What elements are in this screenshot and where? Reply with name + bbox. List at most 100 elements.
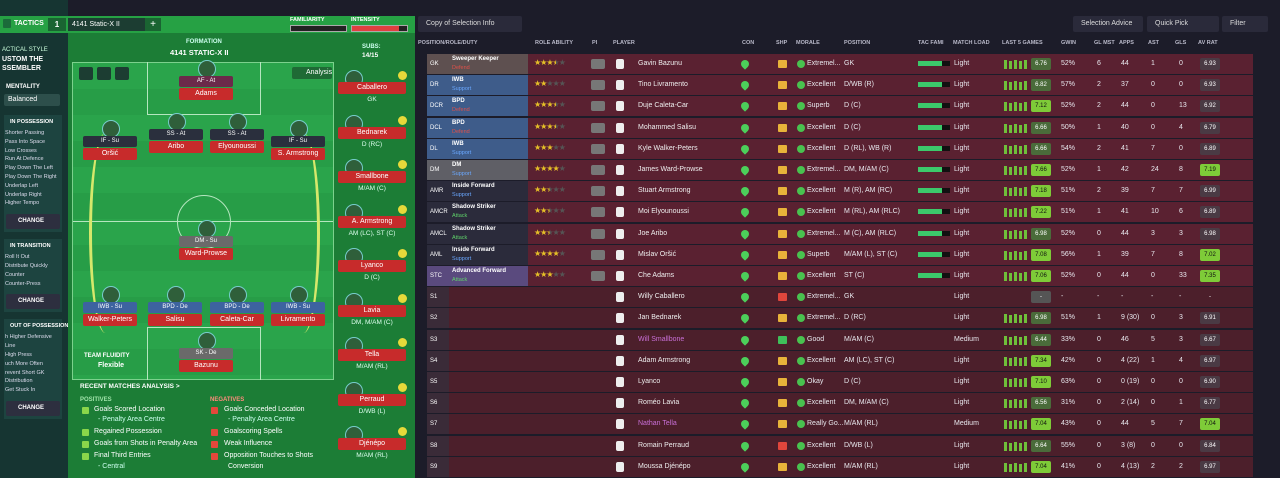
add-tactic[interactable]: + <box>145 18 161 31</box>
table-row[interactable]: AMR Inside Forward Support ★★★★★ Stuart Arms… <box>427 181 1253 202</box>
player-name[interactable]: S. Armstrong <box>271 148 325 160</box>
intensity-bar <box>351 25 408 32</box>
ast: 0 <box>1151 314 1155 322</box>
gwin: 42% <box>1061 356 1076 364</box>
quick-pick[interactable]: Quick Pick <box>1147 16 1219 32</box>
table-row[interactable]: DR IWB Support ★★★★★ Tino Livramento Excellen… <box>427 75 1253 96</box>
section-title: IN POSSESSION <box>10 119 54 125</box>
apps: 41 <box>1121 144 1129 152</box>
table-row[interactable]: STC Advanced Forward Attack ★★★★★ Che Adams E… <box>427 266 1253 286</box>
table-row[interactable]: AML Inside Forward Support ★★★★★ Mislav Orši… <box>427 244 1253 265</box>
column-header: ROLE ABILITY <box>535 40 573 46</box>
table-row[interactable]: S3 Will Smallbone Good M/AM (C) Medium 6.44 33… <box>427 329 1253 350</box>
player-name[interactable]: Elyounoussi <box>210 141 264 153</box>
star: ★ <box>534 227 541 237</box>
sub-name[interactable]: Lavia <box>338 304 406 317</box>
morale: Excellent <box>807 272 836 279</box>
filter[interactable]: Filter <box>1222 16 1268 32</box>
player-name[interactable]: Caleta-Car <box>210 314 264 326</box>
sub-name[interactable]: Djénépo <box>338 438 406 450</box>
view-select[interactable]: Copy of Selection Info <box>418 16 522 32</box>
slot-cell: S6 <box>427 393 449 414</box>
star: ★ <box>558 185 566 195</box>
morale-icon <box>797 123 805 132</box>
table-row[interactable]: S6 Roméo Lavia Excellent DM, M/AM (C) Light 6… <box>427 393 1253 414</box>
table-row[interactable]: S5 Lyanco Okay D (C) Light 7.10 63% 0 0 (19) 0 0 6.… <box>427 372 1253 392</box>
apps: 46 <box>1121 335 1129 343</box>
player: Moussa Djénépo <box>638 462 691 470</box>
morale: Excellent <box>807 356 836 364</box>
advice-button[interactable]: Selection Advice <box>1073 16 1143 32</box>
player-name[interactable]: Oršić <box>83 148 137 160</box>
gls: 3 <box>1179 229 1183 237</box>
form-bar <box>1014 378 1017 387</box>
table-row[interactable]: AMCL Shadow Striker Attack ★★★★★ Joe Aribo Ex… <box>427 223 1253 244</box>
morale: Extremel... <box>807 229 841 237</box>
player: Gavin Bazunu <box>638 60 682 67</box>
slot: S8 <box>430 442 438 449</box>
role-name: BPD <box>452 98 465 105</box>
duty: Defend <box>452 128 470 135</box>
column-header: SHP <box>776 40 788 46</box>
player-name[interactable]: Bazunu <box>179 360 233 372</box>
condition <box>739 376 751 388</box>
ast: 1 <box>1151 356 1155 364</box>
instruction: Run At Defence <box>5 156 44 163</box>
role-name: Sweeper Keeper <box>452 56 499 62</box>
player-name[interactable]: Adams <box>179 88 233 100</box>
table-row[interactable]: AMCR Shadow Striker Attack ★★★★★ Moi Elyouno… <box>427 202 1253 223</box>
thumb-down <box>211 453 218 460</box>
sub-name[interactable]: Perraud <box>338 393 406 406</box>
player-name[interactable]: Ward-Prowse <box>179 248 233 260</box>
match-load: Light <box>954 144 970 152</box>
form-box: 7.06 <box>1031 270 1051 282</box>
table-row[interactable]: S8 Romain Perraud Excellent D/WB (L) Light 6.… <box>427 435 1253 456</box>
sub-name[interactable]: Lyanco <box>338 260 406 272</box>
table-row[interactable]: DCR BPD Defend ★★★★★ Duje Caleta-Car Superb D … <box>427 96 1253 117</box>
morale: Excellent <box>807 123 836 131</box>
morale: Really Go... <box>807 420 844 428</box>
sub-name[interactable]: Tella <box>338 349 406 361</box>
form-box: 7.66 <box>1031 164 1051 176</box>
table-row[interactable]: S9 Moussa Djénépo Excellent M/AM (RL) Light 7… <box>427 456 1253 477</box>
player-shirt-icon <box>616 228 624 239</box>
table-row[interactable]: S2 Jan Bednarek Extremel... D (RC) Light 6.98… <box>427 308 1253 329</box>
table-row[interactable]: DCL BPD Defend ★★★★★ Mohammed Salisu Excellen… <box>427 117 1253 138</box>
table-row[interactable]: S7 Nathan Tella Really Go... M/AM (RL) Mediu… <box>427 414 1253 435</box>
table-row[interactable]: DL IWB Support ★★★★★ Kyle Walker-Peters Excel… <box>427 138 1253 159</box>
form-bar <box>1019 251 1022 260</box>
gl-mst: 1 <box>1097 123 1101 131</box>
sharpness <box>778 229 787 238</box>
form-bar <box>1019 124 1022 133</box>
player-name[interactable]: Livramento <box>271 314 325 326</box>
player-name[interactable]: Walker-Peters <box>83 314 137 326</box>
column-header: AV RAT <box>1198 40 1218 46</box>
style-label: ACTICAL STYLE <box>2 47 48 53</box>
penalty-box <box>147 62 261 115</box>
change-button[interactable]: CHANGE <box>6 294 60 310</box>
analysis-button[interactable]: Analysis <box>292 67 332 79</box>
sub-name[interactable]: Caballero <box>338 82 406 94</box>
table-row[interactable]: GK Sweeper Keeper Defend ★★★★★ Gavin Bazunu E… <box>427 54 1253 74</box>
player: Adam Armstrong <box>638 356 691 364</box>
change-button[interactable]: CHANGE <box>6 400 60 416</box>
table-row[interactable]: DM DM Support ★★★★★ James Ward-Prowse Extreme… <box>427 160 1253 180</box>
sub-name[interactable]: A. Armstrong <box>338 215 406 228</box>
sub-name[interactable]: Bednarek <box>338 126 406 139</box>
change-button[interactable]: CHANGE <box>6 214 60 230</box>
sub-name[interactable]: Smallbone <box>338 171 406 183</box>
slot-cell: STC <box>427 266 449 286</box>
player-shirt-icon <box>616 292 624 303</box>
thumb-up <box>82 453 89 460</box>
av-rat: 6.91 <box>1200 312 1220 325</box>
table-row[interactable]: S4 Adam Armstrong Excellent AM (LC), ST (C)… <box>427 350 1253 371</box>
mentality-select[interactable]: Balanced <box>4 94 60 106</box>
slot-cell: S2 <box>427 308 449 329</box>
form-bar <box>1019 188 1022 197</box>
player-name[interactable]: Aribo <box>149 141 203 153</box>
av-rat: 6.98 <box>1200 227 1220 240</box>
view-button <box>115 67 129 80</box>
player-name[interactable]: Salisu <box>148 314 202 326</box>
slot-cell: S9 <box>427 456 449 477</box>
table-row[interactable]: S1 Willy Caballero Extremel... GK Light - - - - -… <box>427 287 1253 308</box>
